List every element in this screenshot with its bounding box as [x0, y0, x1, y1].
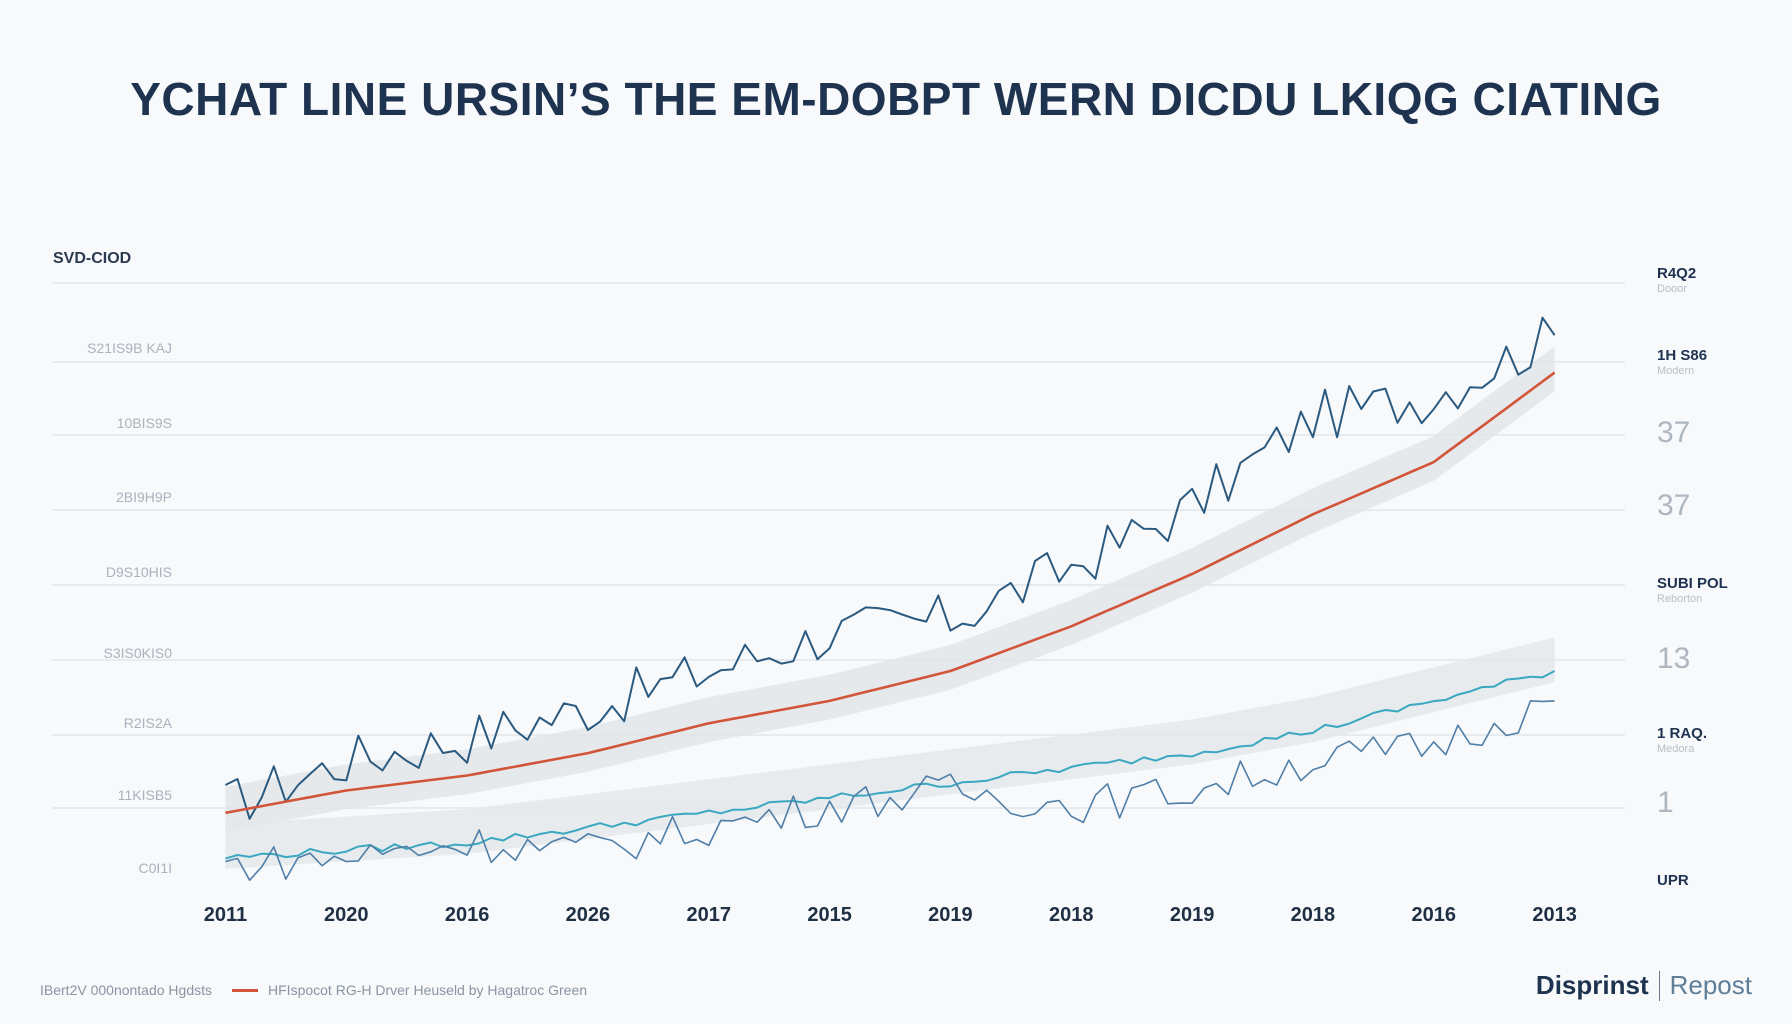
- right-label: R4Q2: [1657, 265, 1696, 282]
- x-tick-label: 2020: [324, 904, 369, 926]
- right-label: 1H S86: [1657, 347, 1707, 364]
- left-tick-label: 2BI9H9P: [116, 489, 172, 505]
- left-tick-label: S21IS9B KAJ: [87, 340, 172, 356]
- x-tick-label: 2017: [687, 904, 732, 926]
- shaded-bands: [225, 346, 1555, 869]
- legend-right-text: HFIspocot RG-H Drver Heuseld by Hagatroc…: [268, 982, 588, 998]
- brand-name: Disprinst: [1535, 970, 1649, 1000]
- series-line: [225, 700, 1555, 881]
- right-label-sub: Dooor: [1657, 283, 1687, 295]
- chart-title: YCHAT LINE URSIN’S THE EM-DOBPT WERN DIC…: [130, 73, 1662, 125]
- series-line: [225, 371, 1556, 815]
- x-tick-label: 2019: [928, 904, 973, 926]
- brand-tag: Repost: [1669, 970, 1752, 1000]
- right-label: 37: [1657, 416, 1690, 449]
- right-label-sub: Modern: [1657, 365, 1694, 377]
- left-tick-label: R2IS2A: [124, 715, 173, 731]
- x-tick-label: 2019: [1170, 904, 1215, 926]
- right-label: UPR: [1657, 872, 1689, 889]
- lower-band: [225, 637, 1555, 869]
- brand-divider: [1658, 970, 1660, 1001]
- right-label: 13: [1657, 642, 1690, 675]
- upper-band: [225, 346, 1555, 832]
- right-label: 1: [1657, 786, 1674, 819]
- gridlines: [52, 282, 1625, 809]
- x-tick-labels: 2011 2020 2016 2026 2017 2015 2019 2018 2019 2018…: [204, 904, 1577, 926]
- left-tick-label: D9S10HIS: [106, 564, 172, 580]
- x-tick-label: 2016: [445, 904, 490, 926]
- right-label: SUBI POL: [1657, 575, 1728, 592]
- series-lines: [224, 316, 1556, 881]
- right-label-sub: Reborton: [1657, 593, 1702, 605]
- x-tick-label: 2026: [566, 904, 611, 926]
- brand-logo: Disprinst Repost: [1536, 970, 1752, 1001]
- left-tick-labels: S21IS9B KAJ 10BIS9S 2BI9H9P D9S10HIS S3IS0KI…: [87, 340, 172, 876]
- right-label: 37: [1657, 489, 1690, 522]
- x-tick-label: 2016: [1412, 904, 1457, 926]
- footer-legend: IBert2V 000nontado Hgdsts HFIspocot RG-H…: [40, 982, 587, 998]
- x-tick-label: 2015: [807, 904, 852, 926]
- left-tick-label: C0I1I: [139, 860, 172, 876]
- legend-left-text: IBert2V 000nontado Hgdsts: [40, 982, 213, 998]
- right-label: 1 RAQ.: [1657, 725, 1707, 742]
- y-axis-header: SVD-CIOD: [53, 250, 132, 267]
- left-tick-label: S3IS0KIS0: [104, 645, 173, 661]
- x-tick-label: 2018: [1291, 904, 1336, 926]
- legend-swatch: [232, 988, 259, 992]
- x-tick-label: 2011: [204, 904, 247, 926]
- x-tick-label: 2013: [1532, 904, 1577, 926]
- series-line: [224, 316, 1556, 820]
- left-tick-label: 11KISB5: [118, 787, 172, 803]
- left-tick-label: 10BIS9S: [117, 415, 172, 431]
- x-tick-label: 2018: [1049, 904, 1094, 926]
- right-label-sub: Medora: [1657, 743, 1695, 755]
